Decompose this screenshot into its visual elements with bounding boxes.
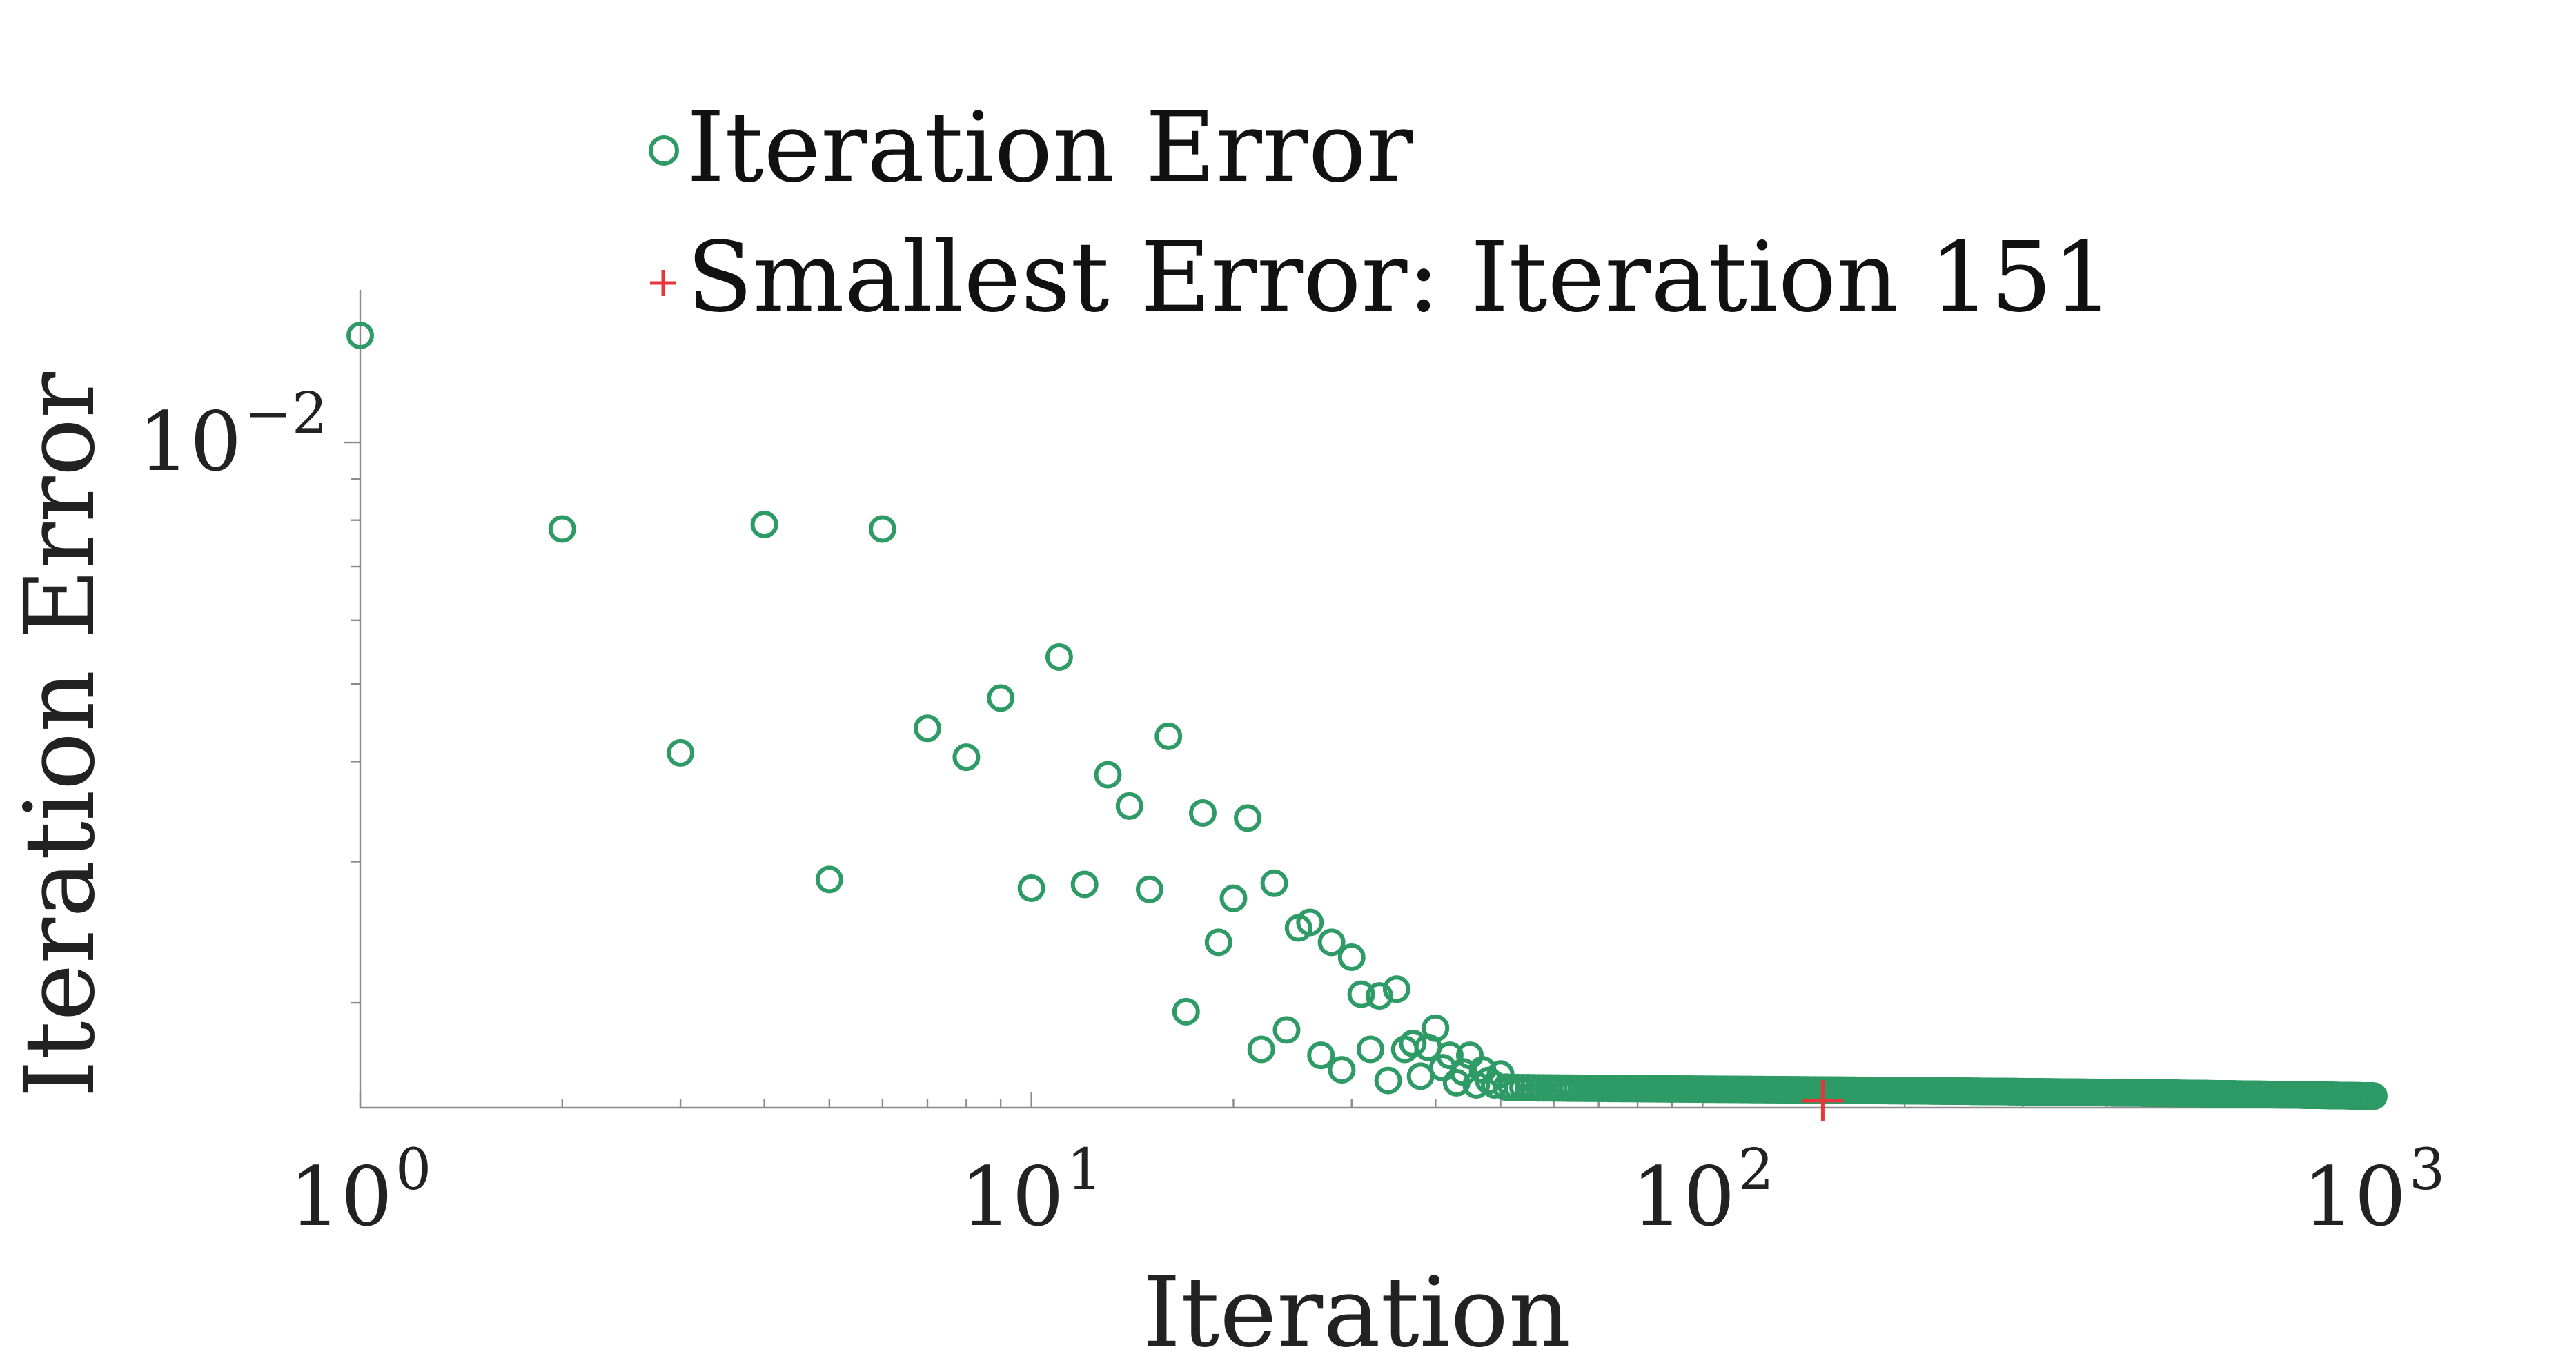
data-point [868,515,896,543]
x-tick-label: 102 [1631,1137,1773,1244]
data-point [1337,943,1366,971]
series-iteration-error [346,321,2388,1110]
x-tick-label: 101 [961,1137,1103,1244]
data-point [1234,804,1262,832]
data-point [1399,1029,1427,1057]
legend-marker-iteration-error [649,135,679,166]
x-tick-label: 100 [289,1137,431,1244]
data-point [1272,1016,1301,1044]
y-ticks: 10−2 [138,381,360,1004]
data-point [1462,1071,1491,1099]
data-point [1115,792,1143,820]
data-point [1382,975,1410,1003]
data-point [1219,884,1248,912]
data-point [1172,997,1200,1026]
data-point [1328,1056,1356,1084]
data-point [1374,1066,1402,1095]
data-point [1406,1062,1435,1090]
legend: Iteration Error Smallest Error: Iteratio… [649,92,2114,334]
data-point [1357,1035,1385,1064]
data-point [952,743,981,772]
data-point [1435,1041,1464,1070]
data-point [1366,982,1394,1010]
data-point [346,321,374,349]
legend-marker-smallest-error [650,270,676,296]
data-point [1347,980,1375,1008]
data-point [750,511,778,539]
x-tick-label: 103 [2303,1137,2445,1244]
legend-label-smallest-error: Smallest Error: Iteration 151 [687,222,2114,334]
data-point [1247,1035,1275,1064]
data-point [548,515,576,543]
legend-label-iteration-error: Iteration Error [687,92,1413,204]
data-point [1017,874,1045,902]
data-point [1296,908,1324,937]
data-point [815,865,843,894]
data-point [1204,928,1232,957]
y-axis-label: Iteration Error [4,372,117,1098]
data-point [1317,928,1346,957]
y-tick-label: 10−2 [138,381,328,489]
x-ticks: 100 101 102 103 [289,1092,2445,1244]
data-point [1154,722,1183,750]
data-point [1045,643,1073,671]
smallest-error-point [1802,1079,1844,1121]
data-point [1188,799,1217,827]
data-point [1422,1014,1450,1042]
data-point [2360,1082,2388,1110]
data-point [667,738,695,767]
data-point [1307,1041,1335,1070]
data-point [1094,761,1122,789]
x-axis-label: Iteration [1143,1257,1571,1369]
data-point [913,714,941,743]
data-point [1260,869,1288,897]
series-smallest-error [1802,1079,1844,1121]
data-point [987,684,1015,712]
data-point [1070,870,1099,899]
data-point [1135,875,1163,903]
